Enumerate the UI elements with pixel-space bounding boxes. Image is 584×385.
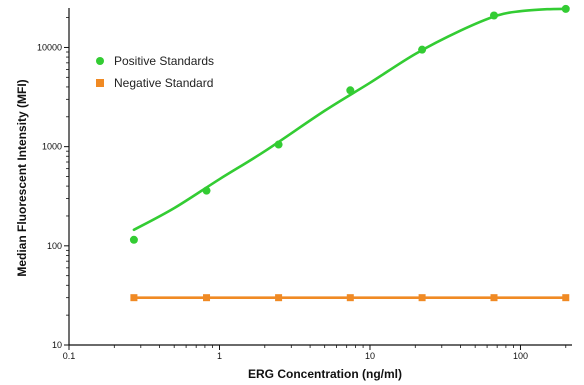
chart-ticks: 10 100 1000 10000 0.1 1 10 100	[37, 17, 567, 361]
positive-standards-point	[274, 140, 283, 149]
x-axis-title: ERG Concentration (ng/ml)	[248, 367, 402, 381]
legend-marker-positive-standards	[96, 57, 104, 65]
positive-standards-line	[132, 7, 568, 232]
x-tick-label: 100	[513, 351, 528, 361]
y-tick-label: 10	[52, 340, 62, 350]
positive-standards-point	[418, 45, 427, 54]
chart-legend: Positive Standards Negative Standard	[96, 54, 214, 90]
x-tick-label: 0.1	[63, 351, 76, 361]
legend-label-positive-standards: Positive Standards	[114, 54, 214, 68]
negative-standard-point	[346, 294, 354, 302]
negative-standard-point	[418, 294, 426, 302]
legend-label-negative-standard: Negative Standard	[114, 76, 213, 90]
negative-standard-point	[490, 294, 498, 302]
positive-standards-point	[129, 235, 138, 244]
y-tick-label: 10000	[37, 42, 62, 52]
y-axis-title: Median Fluorescent Intensity (MFI)	[15, 79, 29, 276]
positive-standards-point	[561, 4, 570, 13]
data-points	[129, 4, 570, 302]
x-tick-label: 10	[365, 351, 375, 361]
fit-curves	[132, 7, 568, 299]
x-tick-label: 1	[217, 351, 222, 361]
positive-standards-point	[346, 86, 355, 95]
negative-standard-point	[130, 294, 138, 302]
negative-standard-point	[275, 294, 283, 302]
legend-marker-negative-standard	[96, 79, 104, 87]
positive-standards-point	[490, 11, 499, 20]
positive-standards-point	[202, 186, 211, 195]
y-tick-label: 100	[47, 241, 62, 251]
negative-standard-point	[203, 294, 211, 302]
negative-standard-point	[562, 294, 570, 302]
y-tick-label: 1000	[42, 142, 62, 152]
